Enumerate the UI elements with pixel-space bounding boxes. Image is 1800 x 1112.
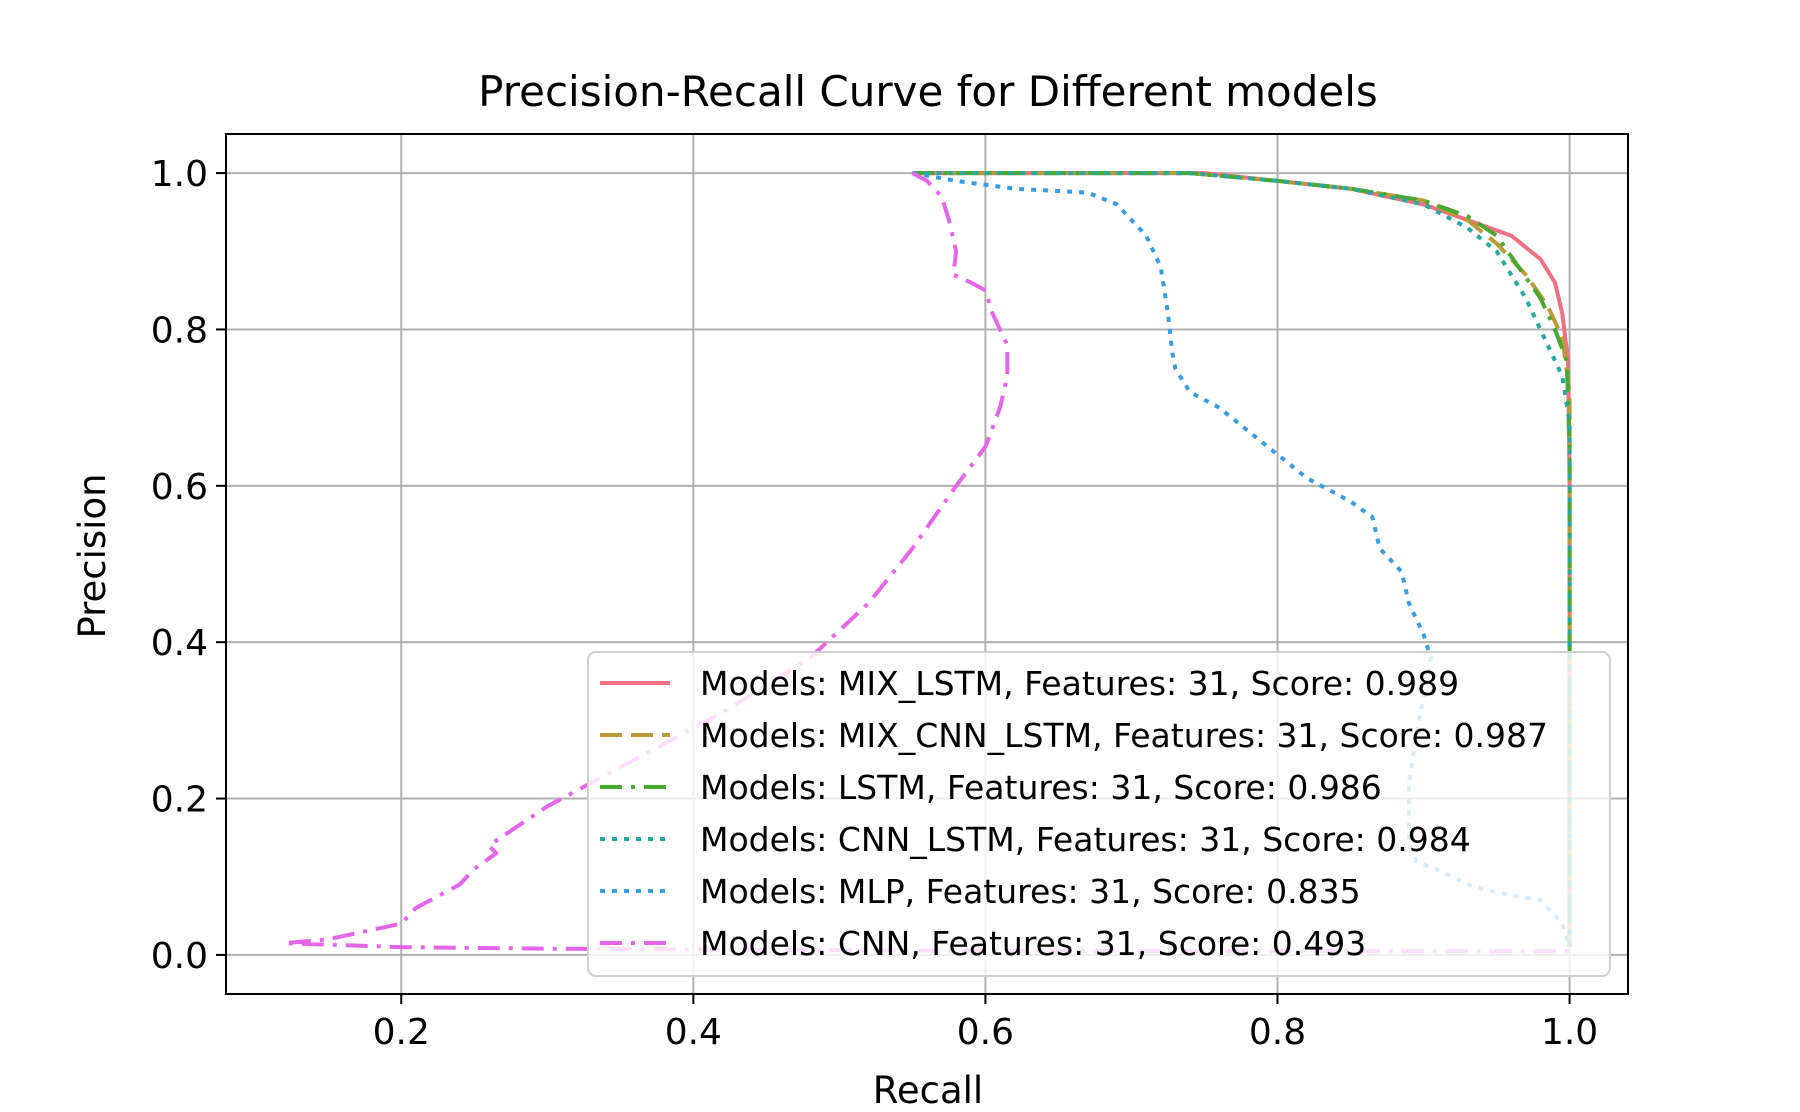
series-line-4 bbox=[912, 171, 1572, 948]
legend-label-2: Models: LSTM, Features: 31, Score: 0.986 bbox=[700, 768, 1382, 807]
x-tick-label-0: 0.2 bbox=[373, 1012, 430, 1053]
x-tick-label-3: 0.8 bbox=[1249, 1012, 1306, 1053]
x-axis-label: Recall bbox=[873, 1069, 983, 1112]
x-ticks: 0.2 0.4 0.6 0.8 1.0 bbox=[373, 994, 1598, 1053]
y-tick-label-5: 1.0 bbox=[151, 154, 208, 195]
y-ticks: 0.0 0.2 0.4 0.6 0.8 1.0 bbox=[151, 154, 226, 977]
legend: Models: MIX_LSTM, Features: 31, Score: 0… bbox=[587, 651, 1611, 977]
y-tick-label-0: 0.0 bbox=[151, 936, 208, 977]
y-tick-label-2: 0.4 bbox=[151, 623, 208, 664]
y-tick-label-4: 0.8 bbox=[151, 310, 208, 351]
x-tick-label-1: 0.4 bbox=[665, 1012, 722, 1053]
plot-frame bbox=[225, 133, 1629, 995]
legend-label-3: Models: CNN_LSTM, Features: 31, Score: 0… bbox=[700, 820, 1471, 859]
y-axis-label: Precision bbox=[71, 473, 114, 638]
legend-label-0: Models: MIX_LSTM, Features: 31, Score: 0… bbox=[700, 664, 1459, 703]
legend-box bbox=[587, 651, 1611, 977]
chart-title: Precision-Recall Curve for Different mod… bbox=[478, 67, 1378, 116]
legend-label-5: Models: CNN, Features: 31, Score: 0.493 bbox=[700, 924, 1366, 963]
y-tick-label-3: 0.6 bbox=[151, 467, 208, 508]
series-line-3 bbox=[912, 171, 1572, 948]
y-tick-label-1: 0.2 bbox=[151, 780, 208, 821]
series-line-2 bbox=[912, 171, 1572, 948]
legend-label-4: Models: MLP, Features: 31, Score: 0.835 bbox=[700, 872, 1361, 911]
x-tick-label-4: 1.0 bbox=[1541, 1012, 1598, 1053]
legend-label-1: Models: MIX_CNN_LSTM, Features: 31, Scor… bbox=[700, 716, 1548, 755]
x-tick-label-2: 0.6 bbox=[957, 1012, 1014, 1053]
